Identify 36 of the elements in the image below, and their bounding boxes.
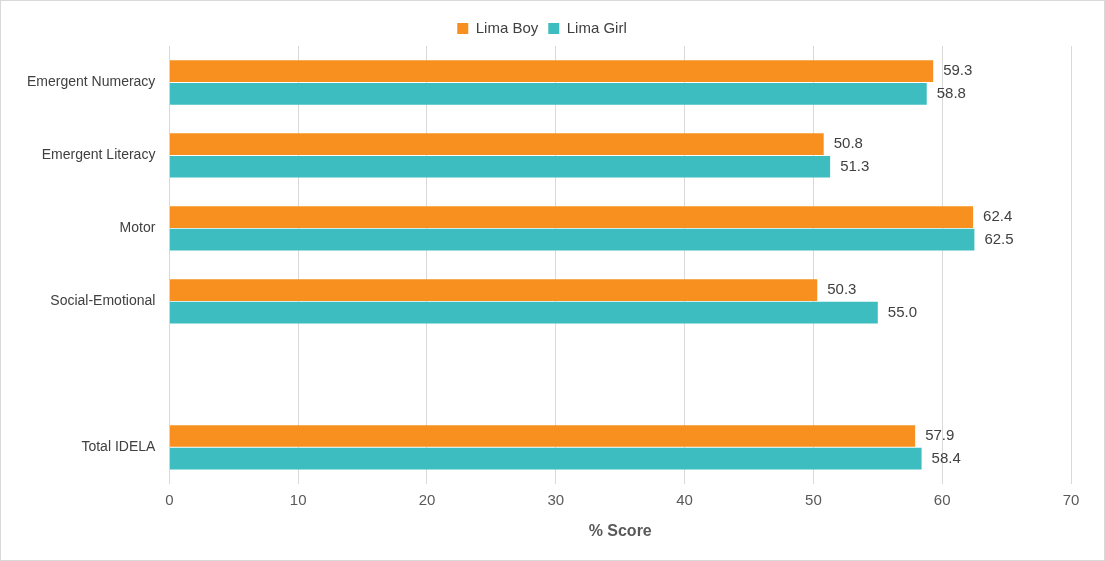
x-tick-label: 50: [805, 490, 822, 508]
data-label: 59.3: [943, 61, 973, 79]
data-label: 57.9: [925, 426, 955, 444]
x-tick-label: 70: [1062, 490, 1080, 508]
bar: [169, 206, 974, 228]
y-tick-label: Total IDELA: [81, 438, 157, 455]
x-tick-label: 10: [289, 490, 307, 508]
bar: [169, 425, 916, 447]
y-tick-label: Emergent Literacy: [41, 146, 156, 163]
data-label: 58.8: [936, 83, 966, 101]
x-tick-label: 0: [165, 490, 174, 508]
bar: [169, 82, 927, 105]
y-tick-label: Emergent Numeracy: [26, 73, 156, 90]
x-axis-title: % Score: [588, 521, 652, 539]
x-tick-label: 40: [676, 490, 693, 508]
data-label: 62.5: [984, 229, 1014, 247]
bar: [169, 301, 878, 324]
legend-label: Lima Girl: [566, 18, 627, 36]
data-label: 55.0: [887, 302, 917, 320]
bar: [169, 133, 824, 155]
x-tick-label: 30: [547, 490, 565, 508]
data-label: 58.4: [931, 448, 961, 466]
bar: [169, 447, 922, 470]
bar: [169, 60, 934, 83]
x-tick-label: 60: [933, 490, 951, 508]
data-label: 51.3: [840, 156, 870, 174]
data-label: 62.4: [983, 207, 1013, 225]
bar: [169, 155, 831, 178]
data-label: 50.8: [833, 134, 863, 152]
data-label: 50.3: [827, 280, 857, 298]
y-tick-label: Motor: [119, 219, 156, 236]
x-tick-label: 20: [418, 490, 436, 508]
bar: [169, 279, 818, 301]
bar: [169, 228, 975, 251]
y-tick-label: Social-Emotional: [50, 292, 156, 309]
legend-label: Lima Boy: [475, 18, 539, 36]
